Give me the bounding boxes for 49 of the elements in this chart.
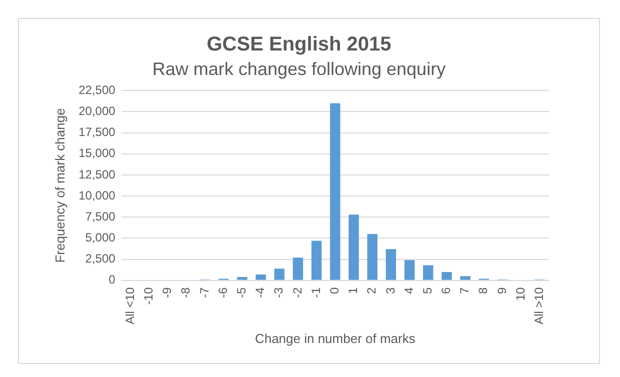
- y-tick-label: 22,500: [78, 82, 116, 97]
- y-tick-label: 7,500: [85, 209, 116, 224]
- y-tick-label: 17,500: [78, 125, 116, 140]
- x-tick-label: -3: [272, 287, 286, 298]
- y-tick-label: 12,500: [78, 167, 116, 182]
- y-tick-label: 10,000: [78, 188, 116, 202]
- y-tick-label: 2,500: [85, 252, 116, 266]
- x-tick-label: All <10: [122, 287, 137, 324]
- bar: [348, 214, 359, 280]
- x-tick-label: -1: [308, 287, 323, 298]
- x-tick-label: -7: [197, 287, 212, 298]
- bar: [386, 249, 396, 280]
- bar: [460, 276, 470, 280]
- x-tick-label: -10: [142, 287, 156, 305]
- x-tick-label: 0: [327, 287, 342, 294]
- x-tick-label: All >10: [532, 287, 546, 324]
- x-tick-label: 4: [402, 287, 416, 294]
- x-tick-label: 8: [476, 287, 490, 294]
- x-axis-title: Change in number of marks: [254, 330, 416, 346]
- bar: [237, 277, 248, 280]
- chart-subtitle: Raw mark changes following enquiry: [152, 58, 446, 79]
- x-tick-label: -5: [234, 287, 248, 298]
- bar: [330, 103, 340, 280]
- x-tick-label: -2: [290, 287, 304, 298]
- x-tick-label: -6: [216, 287, 230, 298]
- x-tick-label: 1: [346, 287, 360, 294]
- x-tick-label: 7: [458, 287, 472, 294]
- y-tick-label: 20,000: [78, 104, 116, 118]
- bar: [256, 274, 266, 280]
- bar: [404, 260, 415, 280]
- x-tick-label: 5: [420, 287, 434, 294]
- x-tick-label: 2: [364, 287, 379, 294]
- x-tick-label: 3: [383, 287, 398, 294]
- bar: [442, 272, 452, 280]
- x-tick-label: -8: [178, 287, 193, 298]
- bar: [423, 265, 434, 280]
- x-tick-label: -4: [253, 287, 268, 298]
- bar: [292, 258, 304, 280]
- bar: [311, 240, 322, 280]
- y-tick-label: 15,000: [78, 146, 116, 160]
- chart-title: GCSE English 2015: [206, 34, 392, 56]
- x-tick-label: -9: [160, 287, 174, 298]
- x-tick-label: 10: [513, 287, 528, 301]
- x-tick-label: 6: [439, 287, 454, 294]
- y-axis-title: Frequency of mark change: [52, 108, 68, 263]
- bar: [367, 234, 378, 280]
- y-tick-label: 5,000: [85, 230, 116, 245]
- x-tick-label: 9: [494, 287, 509, 294]
- bar: [274, 268, 284, 280]
